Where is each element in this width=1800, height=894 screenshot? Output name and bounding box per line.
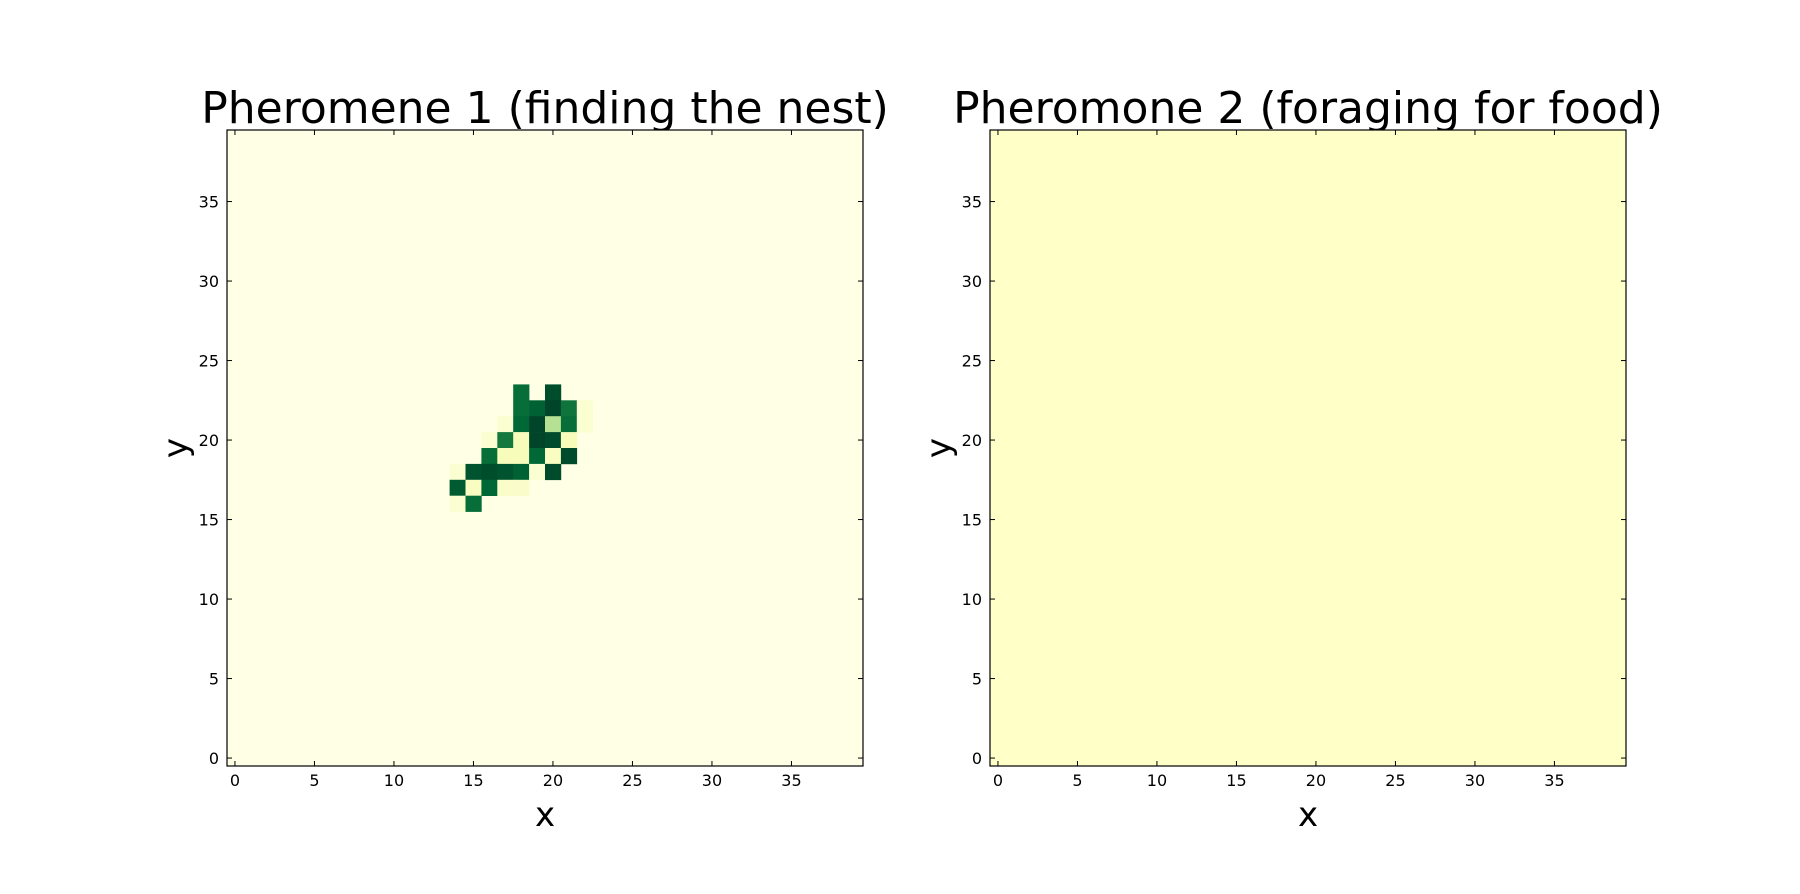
panel-1-cell: [497, 479, 514, 496]
panel-1-cell: [465, 495, 482, 512]
panel-2-y-tick-label: 25: [962, 352, 982, 371]
panel-2-x-label: x: [1298, 795, 1318, 835]
panel-2-y-tick-label: 15: [962, 511, 982, 530]
panel-1-x-tick-label: 10: [384, 771, 404, 790]
panel-1-x-tick-label: 0: [230, 771, 240, 790]
panel-1-cell: [545, 432, 562, 449]
panel-1-x-label: x: [535, 795, 555, 835]
panel-1-cell: [545, 463, 562, 481]
panel-2-y-tick-label: 30: [962, 272, 982, 291]
panel-1-y-tick-label: 5: [209, 670, 219, 689]
panel-1-cell: [465, 463, 482, 481]
panel-1-cell: [513, 432, 530, 449]
panel-1-cell: [529, 416, 546, 433]
panel-1-y-tick-label: 35: [199, 193, 219, 212]
panel-1-cell: [513, 479, 530, 496]
panel-1-cell: [449, 479, 466, 496]
panel-1-cell: [481, 432, 498, 449]
panel-1-cell: [560, 416, 578, 433]
panel-1-cells: [449, 384, 593, 512]
panel-2-x-tick-label: 35: [1544, 771, 1564, 790]
panel-2-x-tick-label: 0: [993, 771, 1003, 790]
panel-1-y-tick-label: 20: [199, 431, 219, 450]
panel-2-background: [990, 130, 1626, 766]
panel-1-cell: [481, 479, 498, 496]
panel-1-y-tick-label: 30: [199, 272, 219, 291]
panel-1-cell: [576, 400, 593, 417]
panel-1-cell: [529, 463, 546, 481]
panel-1-x-tick-label: 20: [543, 771, 563, 790]
panel-2-y-tick-label: 20: [962, 431, 982, 450]
panel-1-cell: [497, 448, 514, 465]
panel-1-cell: [481, 448, 498, 465]
panel-2-x-tick-label: 25: [1385, 771, 1405, 790]
panel-1-x-tick-label: 25: [622, 771, 642, 790]
panel-1-x-tick-label: 5: [309, 771, 319, 790]
panel-2-frame: [989, 129, 1627, 767]
panel-1-cell: [497, 432, 514, 449]
panel-1-cell: [545, 400, 562, 417]
panel-1-cell: [529, 448, 546, 465]
panel-1-cell: [465, 479, 482, 496]
panel-2: Pheromone 2 (foraging for food) 0 5 10 15 20…: [919, 83, 1663, 835]
panel-2-x-tick-label: 30: [1465, 771, 1485, 790]
panel-1-frame: [226, 129, 864, 767]
panel-2-x-tick-label: 5: [1072, 771, 1082, 790]
panel-1-cell: [560, 432, 578, 449]
panel-1-cell: [545, 416, 562, 433]
panel-1-y-tick-label: 15: [199, 511, 219, 530]
panel-2-y-tick-label: 5: [972, 670, 982, 689]
panel-1-cell: [529, 432, 546, 449]
panel-1-title: Pheromene 1 (finding the nest): [201, 83, 889, 134]
panel-1-cell: [545, 448, 562, 465]
panel-1-y-tick-label: 25: [199, 352, 219, 371]
panel-1-x-ticks: 0 5 10 15 20 25 30 35: [230, 130, 802, 790]
panel-1-y-tick-label: 10: [199, 590, 219, 609]
panel-1-cell: [560, 400, 578, 417]
panel-2-title: Pheromone 2 (foraging for food): [953, 83, 1663, 134]
panel-1-cell: [513, 463, 530, 481]
panel-1-y-tick-label: 0: [209, 749, 219, 768]
panel-1-cell: [529, 400, 546, 417]
panel-2-x-tick-label: 20: [1306, 771, 1326, 790]
panel-1-y-ticks: 0 5 10 15 20 25 30 35: [199, 193, 863, 768]
panel-1-cell: [497, 416, 514, 433]
panel-1-cell: [481, 463, 498, 481]
panel-1-x-tick-label: 15: [463, 771, 483, 790]
panel-1-y-label: y: [156, 438, 196, 458]
panel-2-y-tick-label: 0: [972, 749, 982, 768]
panel-2-y-tick-label: 35: [962, 193, 982, 212]
panel-1-cell: [545, 384, 562, 401]
panel-2-y-ticks: 0 5 10 15 20 25 30 35: [962, 193, 1626, 768]
panel-1-cell: [513, 416, 530, 433]
panel-1-cell: [513, 400, 530, 417]
panel-1-cell: [513, 448, 530, 465]
panel-1-cell: [513, 384, 530, 401]
panel-1-x-tick-label: 35: [781, 771, 801, 790]
panel-1-cell: [449, 463, 466, 481]
panel-1: Pheromene 1 (finding the nest) 0 5 10 15 20 2…: [156, 83, 889, 835]
panel-2-x-tick-label: 15: [1226, 771, 1246, 790]
panel-1-cell: [497, 463, 514, 481]
panel-1-cell: [576, 416, 593, 433]
panel-2-x-ticks: 0 5 10 15 20 25 30 35: [993, 130, 1565, 790]
panel-2-y-tick-label: 10: [962, 590, 982, 609]
panel-1-cell: [449, 495, 466, 512]
panel-1-cell: [560, 448, 578, 465]
panel-2-y-label: y: [919, 438, 959, 458]
panel-1-x-tick-label: 30: [702, 771, 722, 790]
panel-2-x-tick-label: 10: [1147, 771, 1167, 790]
